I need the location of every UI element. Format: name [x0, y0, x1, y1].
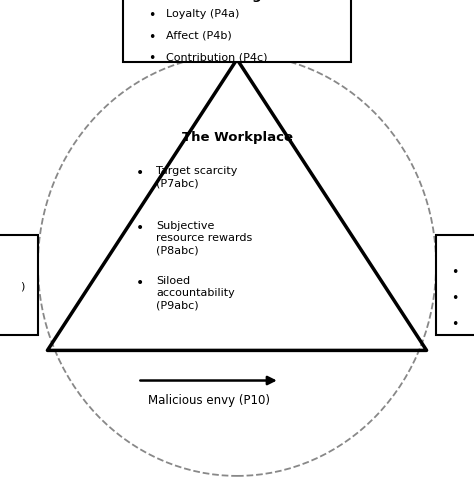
Text: Malicious envy (P10): Malicious envy (P10)	[147, 393, 270, 406]
Text: •: •	[148, 52, 155, 65]
Text: Loyalty (P4a): Loyalty (P4a)	[166, 9, 239, 19]
Text: •: •	[451, 292, 459, 305]
Text: •: •	[136, 165, 144, 179]
Text: •: •	[148, 31, 155, 44]
Text: Subjective
resource rewards
(P8abc): Subjective resource rewards (P8abc)	[156, 220, 253, 255]
Bar	[0, 235, 38, 336]
Text: The Workplace: The Workplace	[182, 130, 292, 143]
Text: Contribution (P4c): Contribution (P4c)	[166, 52, 267, 62]
Text: The Target: The Target	[197, 0, 277, 2]
Text: •: •	[451, 266, 459, 279]
Text: •: •	[451, 318, 459, 331]
Text: Siloed
accountability
(P9abc): Siloed accountability (P9abc)	[156, 276, 235, 310]
Text: •: •	[136, 276, 144, 290]
Text: •: •	[136, 220, 144, 234]
Bar	[436, 235, 474, 336]
Text: •: •	[148, 9, 155, 22]
Text: Affect (P4b): Affect (P4b)	[166, 31, 232, 41]
Text: ): )	[20, 281, 24, 291]
Text: Target scarcity
(P7abc): Target scarcity (P7abc)	[156, 165, 238, 188]
Bar	[123, 0, 351, 63]
